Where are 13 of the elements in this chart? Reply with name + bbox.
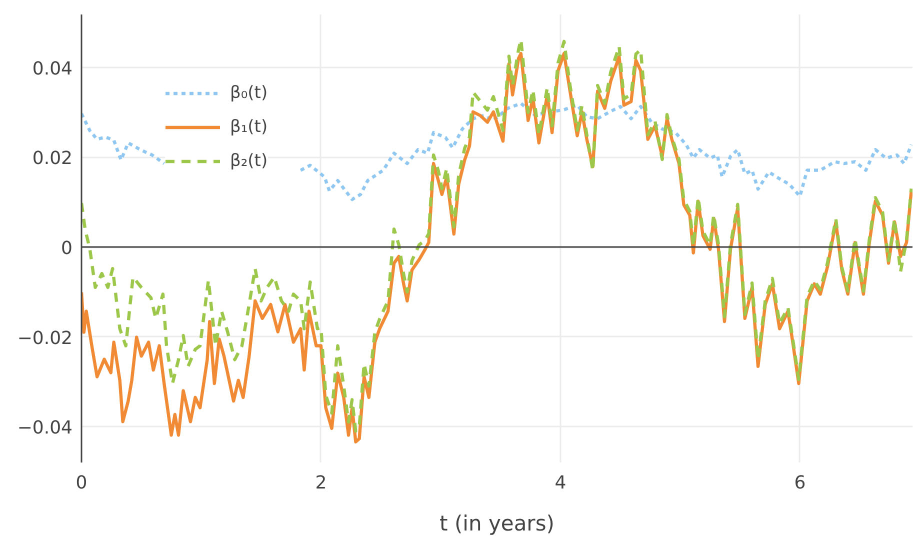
y-tick-label: 0 xyxy=(61,238,72,260)
legend-label: β₁(t) xyxy=(230,117,268,137)
x-tick-label: 4 xyxy=(554,472,566,494)
x-tick-label: 0 xyxy=(76,472,88,494)
x-tick-label: 6 xyxy=(794,472,806,494)
x-axis-title: t (in years) xyxy=(440,512,554,536)
y-tick-label: −0.02 xyxy=(17,328,73,349)
y-tick-label: 0.04 xyxy=(32,58,72,80)
legend-label: β₀(t) xyxy=(230,83,268,103)
legend-label: β₂(t) xyxy=(230,151,268,171)
y-tick-label: −0.04 xyxy=(17,418,73,439)
x-tick-label: 2 xyxy=(315,472,327,494)
y-tick-label: 0.02 xyxy=(32,148,72,170)
